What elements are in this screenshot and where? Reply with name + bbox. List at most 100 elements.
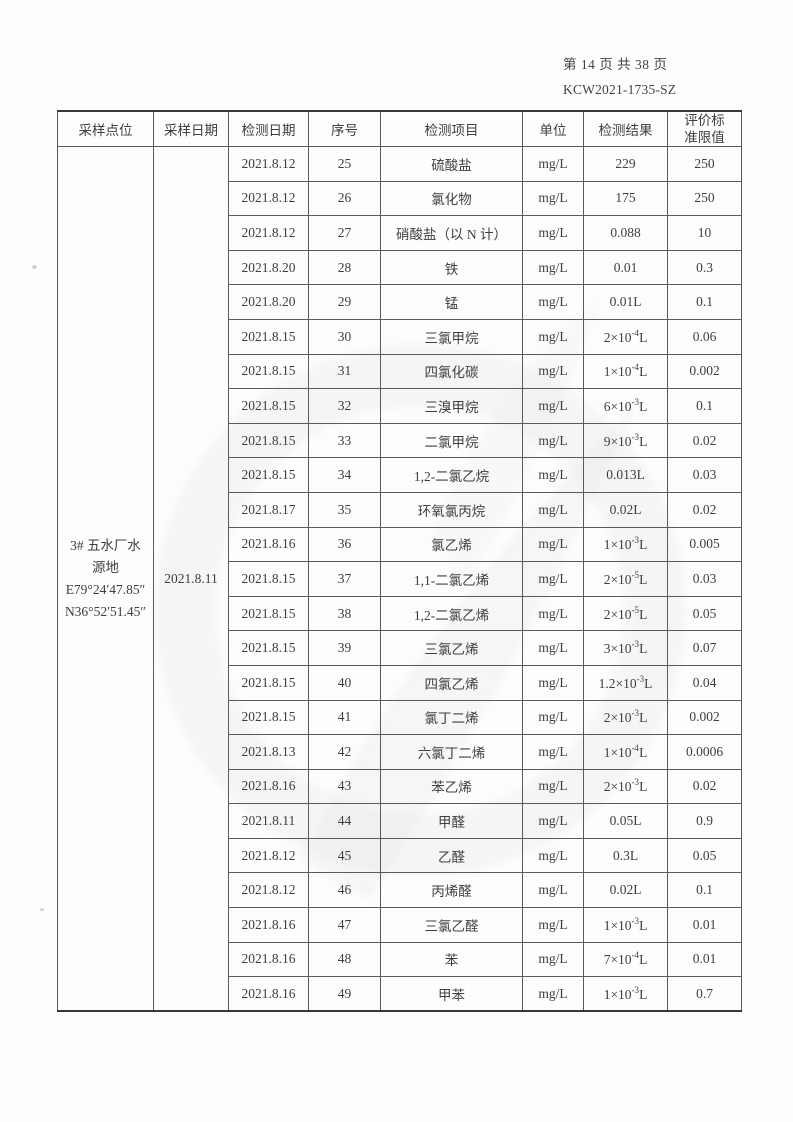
- cell-unit: mg/L: [522, 491, 584, 528]
- table-row: 2021.8.16 49 甲苯 mg/L 1×10-3L 0.7: [58, 976, 742, 1012]
- cell-test-date: 2021.8.20: [228, 249, 309, 286]
- cell-test-date: 2021.8.12: [228, 837, 309, 874]
- col-header-result: 检测结果: [583, 110, 668, 147]
- cell-no: 46: [308, 872, 381, 909]
- table-row: 2021.8.15 38 1,2-二氯乙烯 mg/L 2×10-5L 0.05: [58, 595, 742, 632]
- cell-item: 丙烯醛: [380, 872, 523, 909]
- cell-test-date: 2021.8.12: [228, 215, 309, 251]
- cell-item: 氯化物: [380, 180, 523, 217]
- cell-no: 29: [308, 284, 381, 320]
- cell-limit: 0.1: [667, 388, 742, 424]
- cell-item: 锰: [380, 284, 523, 320]
- cell-test-date: 2021.8.15: [228, 457, 309, 493]
- sampling-date-cell: 2021.8.11: [153, 146, 229, 1012]
- cell-result: 2×10-3L: [583, 699, 668, 736]
- cell-result: 0.3L: [583, 837, 668, 874]
- cell-limit: 250: [667, 180, 742, 217]
- cell-limit: 10: [667, 215, 742, 251]
- cell-unit: mg/L: [522, 907, 584, 943]
- cell-limit: 0.005: [667, 526, 742, 563]
- cell-item: 硝酸盐（以 N 计）: [380, 215, 523, 251]
- cell-result: 0.02L: [583, 491, 668, 528]
- col-header-sampling-point: 采样点位: [57, 110, 154, 147]
- cell-unit: mg/L: [522, 803, 584, 839]
- cell-result: 7×10-4L: [583, 941, 668, 978]
- table-row: 2021.8.12 46 丙烯醛 mg/L 0.02L 0.1: [58, 872, 742, 909]
- cell-no: 28: [308, 249, 381, 286]
- cell-item: 甲醛: [380, 803, 523, 839]
- cell-unit: mg/L: [522, 318, 584, 355]
- cell-unit: mg/L: [522, 284, 584, 320]
- cell-result: 229: [583, 146, 668, 182]
- cell-unit: mg/L: [522, 837, 584, 874]
- cell-limit: 0.02: [667, 422, 742, 459]
- cell-no: 40: [308, 664, 381, 701]
- cell-result: 1×10-3L: [583, 907, 668, 943]
- col-header-unit: 单位: [522, 110, 584, 147]
- table-row: 2021.8.12 45 乙醛 mg/L 0.3L 0.05: [58, 837, 742, 874]
- cell-test-date: 2021.8.15: [228, 699, 309, 736]
- cell-no: 35: [308, 491, 381, 528]
- cell-no: 47: [308, 907, 381, 943]
- cell-test-date: 2021.8.16: [228, 907, 309, 943]
- cell-limit: 0.3: [667, 249, 742, 286]
- cell-no: 43: [308, 768, 381, 805]
- cell-limit: 0.06: [667, 318, 742, 355]
- header-row: 采样点位 采样日期 检测日期 序号 检测项目 单位 检测结果 评价标准限值: [57, 110, 742, 147]
- cell-no: 49: [308, 976, 381, 1012]
- cell-test-date: 2021.8.15: [228, 353, 309, 390]
- cell-result: 2×10-4L: [583, 318, 668, 355]
- cell-unit: mg/L: [522, 699, 584, 736]
- scan-speck: [40, 908, 44, 911]
- sampling-point-cell: 3# 五水厂水 源地 E79°24′47.85″ N36°52′51.45″: [57, 146, 154, 1012]
- table-row: 2021.8.16 43 苯乙烯 mg/L 2×10-3L 0.02: [58, 768, 742, 805]
- cell-test-date: 2021.8.15: [228, 630, 309, 666]
- table-row: 2021.8.20 28 铁 mg/L 0.01 0.3: [58, 249, 742, 286]
- table-row: 2021.8.16 47 三氯乙醛 mg/L 1×10-3L 0.01: [58, 907, 742, 943]
- table-row: 2021.8.11 44 甲醛 mg/L 0.05L 0.9: [58, 803, 742, 839]
- cell-no: 30: [308, 318, 381, 355]
- cell-result: 0.05L: [583, 803, 668, 839]
- page-indicator: 第 14 页 共 38 页: [563, 57, 668, 72]
- cell-test-date: 2021.8.16: [228, 768, 309, 805]
- cell-unit: mg/L: [522, 561, 584, 597]
- cell-result: 1×10-4L: [583, 353, 668, 390]
- cell-limit: 0.01: [667, 907, 742, 943]
- cell-item: 1,2-二氯乙烯: [380, 595, 523, 632]
- col-header-item: 检测项目: [380, 110, 523, 147]
- cell-limit: 0.002: [667, 353, 742, 390]
- cell-limit: 0.04: [667, 664, 742, 701]
- cell-limit: 0.1: [667, 284, 742, 320]
- cell-test-date: 2021.8.15: [228, 561, 309, 597]
- scan-speck: [32, 265, 37, 269]
- table-row: 2021.8.13 42 六氯丁二烯 mg/L 1×10-4L 0.0006: [58, 734, 742, 770]
- cell-result: 0.02L: [583, 872, 668, 909]
- table-row: 2021.8.15 40 四氯乙烯 mg/L 1.2×10-3L 0.04: [58, 664, 742, 701]
- table-row: 2021.8.15 39 三氯乙烯 mg/L 3×10-3L 0.07: [58, 630, 742, 666]
- cell-limit: 0.02: [667, 768, 742, 805]
- cell-item: 二氯甲烷: [380, 422, 523, 459]
- table-row: 2021.8.12 27 硝酸盐（以 N 计） mg/L 0.088 10: [58, 215, 742, 251]
- table-row: 2021.8.16 36 氯乙烯 mg/L 1×10-3L 0.005: [58, 526, 742, 563]
- cell-test-date: 2021.8.13: [228, 734, 309, 770]
- cell-unit: mg/L: [522, 734, 584, 770]
- cell-test-date: 2021.8.16: [228, 976, 309, 1012]
- sampling-point-line: E79°24′47.85″: [65, 581, 146, 597]
- cell-unit: mg/L: [522, 422, 584, 459]
- cell-limit: 0.07: [667, 630, 742, 666]
- cell-result: 2×10-5L: [583, 595, 668, 632]
- cell-result: 175: [583, 180, 668, 217]
- cell-limit: 0.05: [667, 837, 742, 874]
- table-row: 2021.8.16 48 苯 mg/L 7×10-4L 0.01: [58, 941, 742, 978]
- cell-no: 37: [308, 561, 381, 597]
- cell-no: 44: [308, 803, 381, 839]
- cell-test-date: 2021.8.15: [228, 318, 309, 355]
- report-code: KCW2021-1735-SZ: [563, 82, 677, 97]
- cell-test-date: 2021.8.15: [228, 388, 309, 424]
- cell-test-date: 2021.8.15: [228, 664, 309, 701]
- cell-limit: 0.02: [667, 491, 742, 528]
- cell-unit: mg/L: [522, 526, 584, 563]
- cell-no: 48: [308, 941, 381, 978]
- table-row: 2021.8.15 41 氯丁二烯 mg/L 2×10-3L 0.002: [58, 699, 742, 736]
- sampling-point-line: N36°52′51.45″: [64, 603, 147, 619]
